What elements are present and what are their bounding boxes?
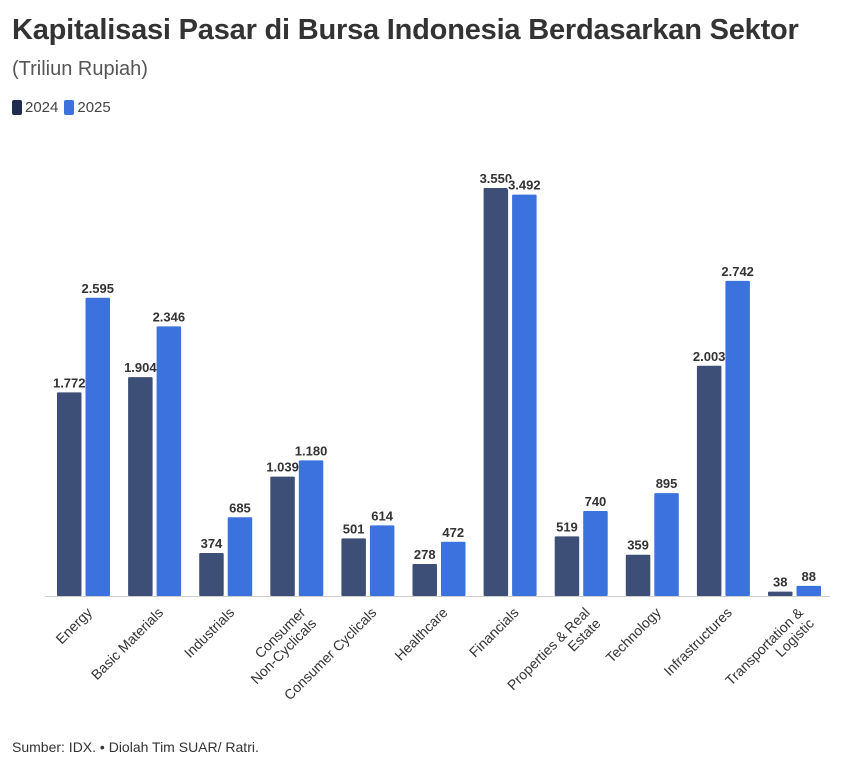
data-label-2024-0: 1.772 — [53, 375, 86, 390]
x-tick-label-2: Industrials — [181, 604, 237, 660]
data-label-2024-6: 3.550 — [480, 171, 513, 186]
x-tick-label-line: Industrials — [181, 604, 237, 660]
data-label-2025-2: 685 — [229, 500, 251, 515]
x-tick-label-6: Financials — [466, 604, 522, 660]
bar-2025-3[interactable] — [298, 460, 324, 596]
legend-swatch-2025 — [64, 100, 75, 115]
bar-2024-3[interactable] — [270, 476, 295, 596]
legend-item-2025[interactable]: 2025 — [64, 99, 111, 116]
bar-2025-7[interactable] — [583, 510, 608, 596]
chart-title: Kapitalisasi Pasar di Bursa Indonesia Be… — [12, 14, 799, 46]
bar-2025-8[interactable] — [654, 493, 679, 596]
data-label-2024-8: 359 — [627, 538, 649, 553]
data-label-2025-4: 614 — [371, 508, 393, 523]
legend-swatch-2024 — [12, 100, 22, 115]
bar-2024-0[interactable] — [57, 392, 82, 596]
data-label-2024-4: 501 — [343, 521, 365, 536]
data-label-2025-6: 3.492 — [508, 178, 541, 193]
legend-label-2025: 2025 — [77, 99, 111, 116]
x-tick-label-line: Energy — [52, 604, 95, 647]
x-tick-label-7: Properties & RealEstate — [504, 604, 604, 704]
legend-item-2024[interactable]: 2024 — [12, 99, 58, 116]
x-tick-label-8: Technology — [602, 604, 663, 665]
data-label-2025-7: 740 — [585, 494, 607, 509]
data-label-2025-9: 2.742 — [721, 264, 754, 279]
x-tick-label-line: Technology — [602, 604, 663, 665]
legend-label-2024: 2024 — [25, 99, 59, 116]
bar-2024-8[interactable] — [625, 554, 651, 596]
legend: 2024 2025 — [12, 99, 117, 116]
data-label-2024-5: 278 — [414, 547, 436, 562]
data-label-2025-0: 2.595 — [81, 281, 114, 296]
bar-2024-2[interactable] — [199, 553, 224, 596]
data-label-2025-5: 472 — [442, 525, 464, 540]
bar-2025-0[interactable] — [85, 297, 111, 596]
x-tick-label-5: Healthcare — [391, 604, 450, 663]
data-label-2024-9: 2.003 — [693, 349, 726, 364]
bar-2025-2[interactable] — [227, 517, 253, 596]
bar-2024-10[interactable] — [768, 591, 793, 596]
data-label-2025-1: 2.346 — [153, 309, 186, 324]
bar-2025-5[interactable] — [441, 541, 466, 596]
chart-subtitle: (Triliun Rupiah) — [12, 58, 148, 80]
data-label-2024-10: 38 — [773, 575, 787, 590]
bar-2024-6[interactable] — [483, 188, 509, 596]
bar-2025-4[interactable] — [369, 525, 395, 596]
data-label-2024-3: 1.039 — [266, 460, 299, 475]
x-tick-label-line: Financials — [466, 604, 522, 660]
data-label-2024-1: 1.904 — [124, 360, 157, 375]
bar-2025-1[interactable] — [156, 326, 182, 596]
data-label-2025-8: 895 — [656, 476, 678, 491]
data-label-2025-10: 88 — [802, 569, 816, 584]
bar-2024-7[interactable] — [554, 536, 580, 596]
x-tick-label-line: Infrastructures — [660, 604, 735, 679]
x-tick-label-1: Basic Materials — [88, 604, 166, 682]
data-label-2024-7: 519 — [556, 519, 578, 534]
data-label-2024-2: 374 — [201, 536, 223, 551]
bar-2024-9[interactable] — [696, 365, 722, 596]
x-tick-label-0: Energy — [52, 604, 95, 647]
data-label-2025-3: 1.180 — [295, 443, 328, 458]
bar-2025-9[interactable] — [725, 280, 750, 596]
bar-2025-10[interactable] — [796, 585, 822, 596]
x-tick-label-9: Infrastructures — [660, 604, 735, 679]
x-tick-label-10: Transportation &Logistic — [722, 604, 817, 699]
bar-2025-6[interactable] — [512, 194, 537, 597]
source-footer: Sumber: IDX. • Diolah Tim SUAR/ Ratri. — [12, 739, 259, 755]
bar-2024-4[interactable] — [341, 538, 366, 596]
bar-2024-5[interactable] — [412, 564, 438, 596]
x-tick-label-line: Basic Materials — [88, 604, 166, 682]
x-tick-label-line: Healthcare — [391, 604, 450, 663]
bar-2024-1[interactable] — [128, 377, 153, 596]
